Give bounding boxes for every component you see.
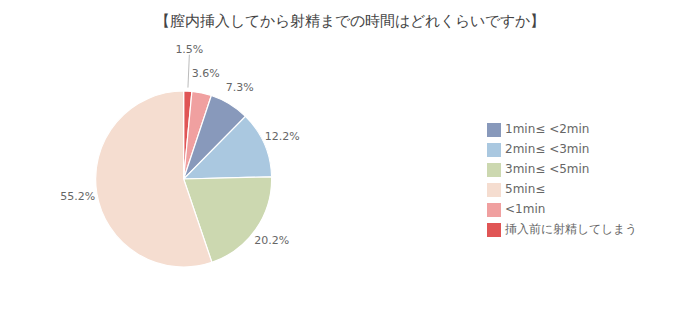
svg-text:1.5%: 1.5% — [175, 43, 203, 56]
svg-text:7.3%: 7.3% — [226, 81, 254, 94]
svg-text:12.2%: 12.2% — [265, 130, 300, 143]
html-text:<1min: <1min — [505, 202, 546, 216]
html-text:5min≤: 5min≤ — [505, 182, 546, 196]
html-text:挿入前に射精してしまう: 挿入前に射精してしまう — [505, 222, 637, 236]
html-text:【膣内挿入してから射精までの時間はどれくらいですか】: 【膣内挿入してから射精までの時間はどれくらいですか】 — [155, 12, 545, 30]
svg-text:20.2%: 20.2% — [254, 234, 289, 247]
html-text:1min≤ <2min: 1min≤ <2min — [505, 122, 590, 136]
svg-text:55.2%: 55.2% — [60, 190, 95, 203]
html-text:2min≤ <3min: 2min≤ <3min — [505, 142, 590, 156]
html-text:3min≤ <5min: 3min≤ <5min — [505, 162, 590, 176]
svg-text:3.6%: 3.6% — [192, 67, 220, 80]
